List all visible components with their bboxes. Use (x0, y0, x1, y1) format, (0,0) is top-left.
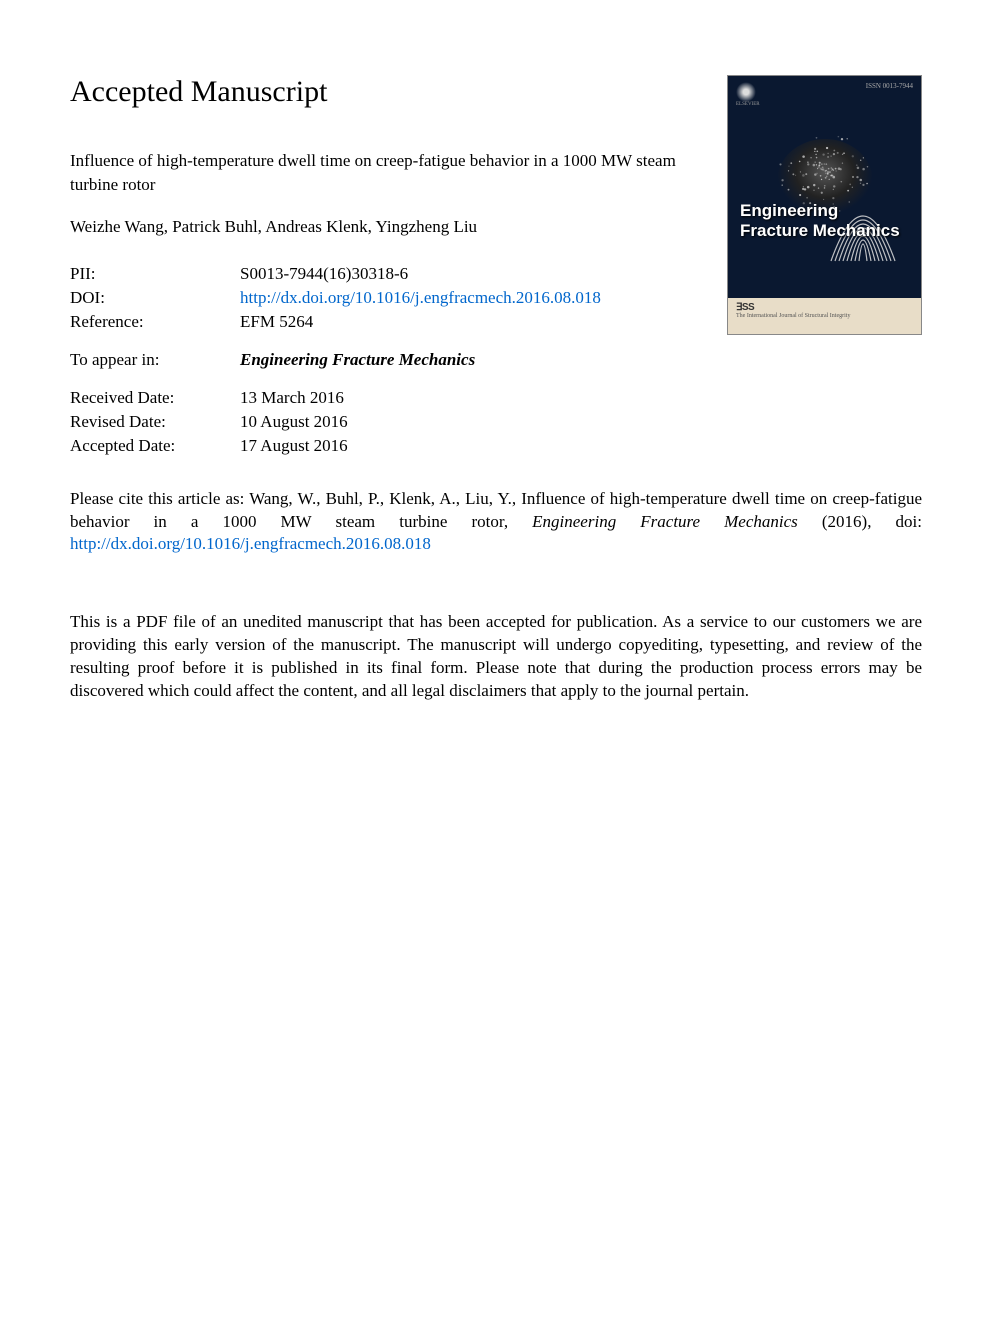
meta-row-accepted: Accepted Date: 17 August 2016 (70, 434, 601, 458)
doi-link[interactable]: http://dx.doi.org/10.1016/j.engfracmech.… (240, 288, 601, 307)
meta-value: http://dx.doi.org/10.1016/j.engfracmech.… (240, 286, 601, 310)
cover-bottom-bar: ∃SS The International Journal of Structu… (728, 298, 921, 334)
article-title: Influence of high-temperature dwell time… (70, 149, 697, 197)
citation-year: (2016), doi: (798, 512, 922, 531)
cover-title-line2: Fracture Mechanics (740, 221, 900, 240)
meta-value: EFM 5264 (240, 310, 601, 334)
citation-journal: Engineering Fracture Mechanics (532, 512, 798, 531)
meta-row-reference: Reference: EFM 5264 (70, 310, 601, 334)
left-column: Accepted Manuscript Influence of high-te… (70, 75, 727, 458)
elsevier-logo-icon: ELSEVIER (736, 82, 760, 107)
issn-text: ISSN 0013-7944 (866, 82, 913, 107)
meta-value: S0013-7944(16)30318-6 (240, 262, 601, 286)
meta-label: To appear in: (70, 348, 240, 372)
meta-label: Revised Date: (70, 410, 240, 434)
citation-paragraph: Please cite this article as: Wang, W., B… (70, 488, 922, 557)
authors-line: Weizhe Wang, Patrick Buhl, Andreas Klenk… (70, 217, 697, 237)
meta-label: DOI: (70, 286, 240, 310)
cover-title-line1: Engineering (740, 201, 838, 220)
meta-value: 10 August 2016 (240, 410, 601, 434)
meta-label: Received Date: (70, 386, 240, 410)
page-heading: Accepted Manuscript (70, 75, 697, 109)
meta-row-revised: Revised Date: 10 August 2016 (70, 410, 601, 434)
journal-cover-thumbnail: ELSEVIER ISSN 0013-7944 (727, 75, 922, 335)
meta-label: Reference: (70, 310, 240, 334)
meta-value: Engineering Fracture Mechanics (240, 348, 601, 372)
cover-top-bar: ELSEVIER ISSN 0013-7944 (728, 76, 921, 113)
cover-journal-title: Engineering Fracture Mechanics (740, 201, 900, 240)
meta-value: 13 March 2016 (240, 386, 601, 410)
metadata-table: PII: S0013-7944(16)30318-6 DOI: http://d… (70, 262, 601, 458)
meta-row-received: Received Date: 13 March 2016 (70, 386, 601, 410)
citation-doi-link[interactable]: http://dx.doi.org/10.1016/j.engfracmech.… (70, 534, 431, 553)
meta-label: Accepted Date: (70, 434, 240, 458)
disclaimer-paragraph: This is a PDF file of an unedited manusc… (70, 611, 922, 703)
ss-logo-icon: ∃SS (736, 302, 754, 313)
meta-row-pii: PII: S0013-7944(16)30318-6 (70, 262, 601, 286)
meta-value: 17 August 2016 (240, 434, 601, 458)
header-row: Accepted Manuscript Influence of high-te… (70, 75, 922, 458)
meta-row-appear: To appear in: Engineering Fracture Mecha… (70, 348, 601, 372)
meta-row-doi: DOI: http://dx.doi.org/10.1016/j.engfrac… (70, 286, 601, 310)
meta-label: PII: (70, 262, 240, 286)
publisher-text: ELSEVIER (736, 102, 760, 107)
cover-tagline: The International Journal of Structural … (736, 313, 850, 319)
